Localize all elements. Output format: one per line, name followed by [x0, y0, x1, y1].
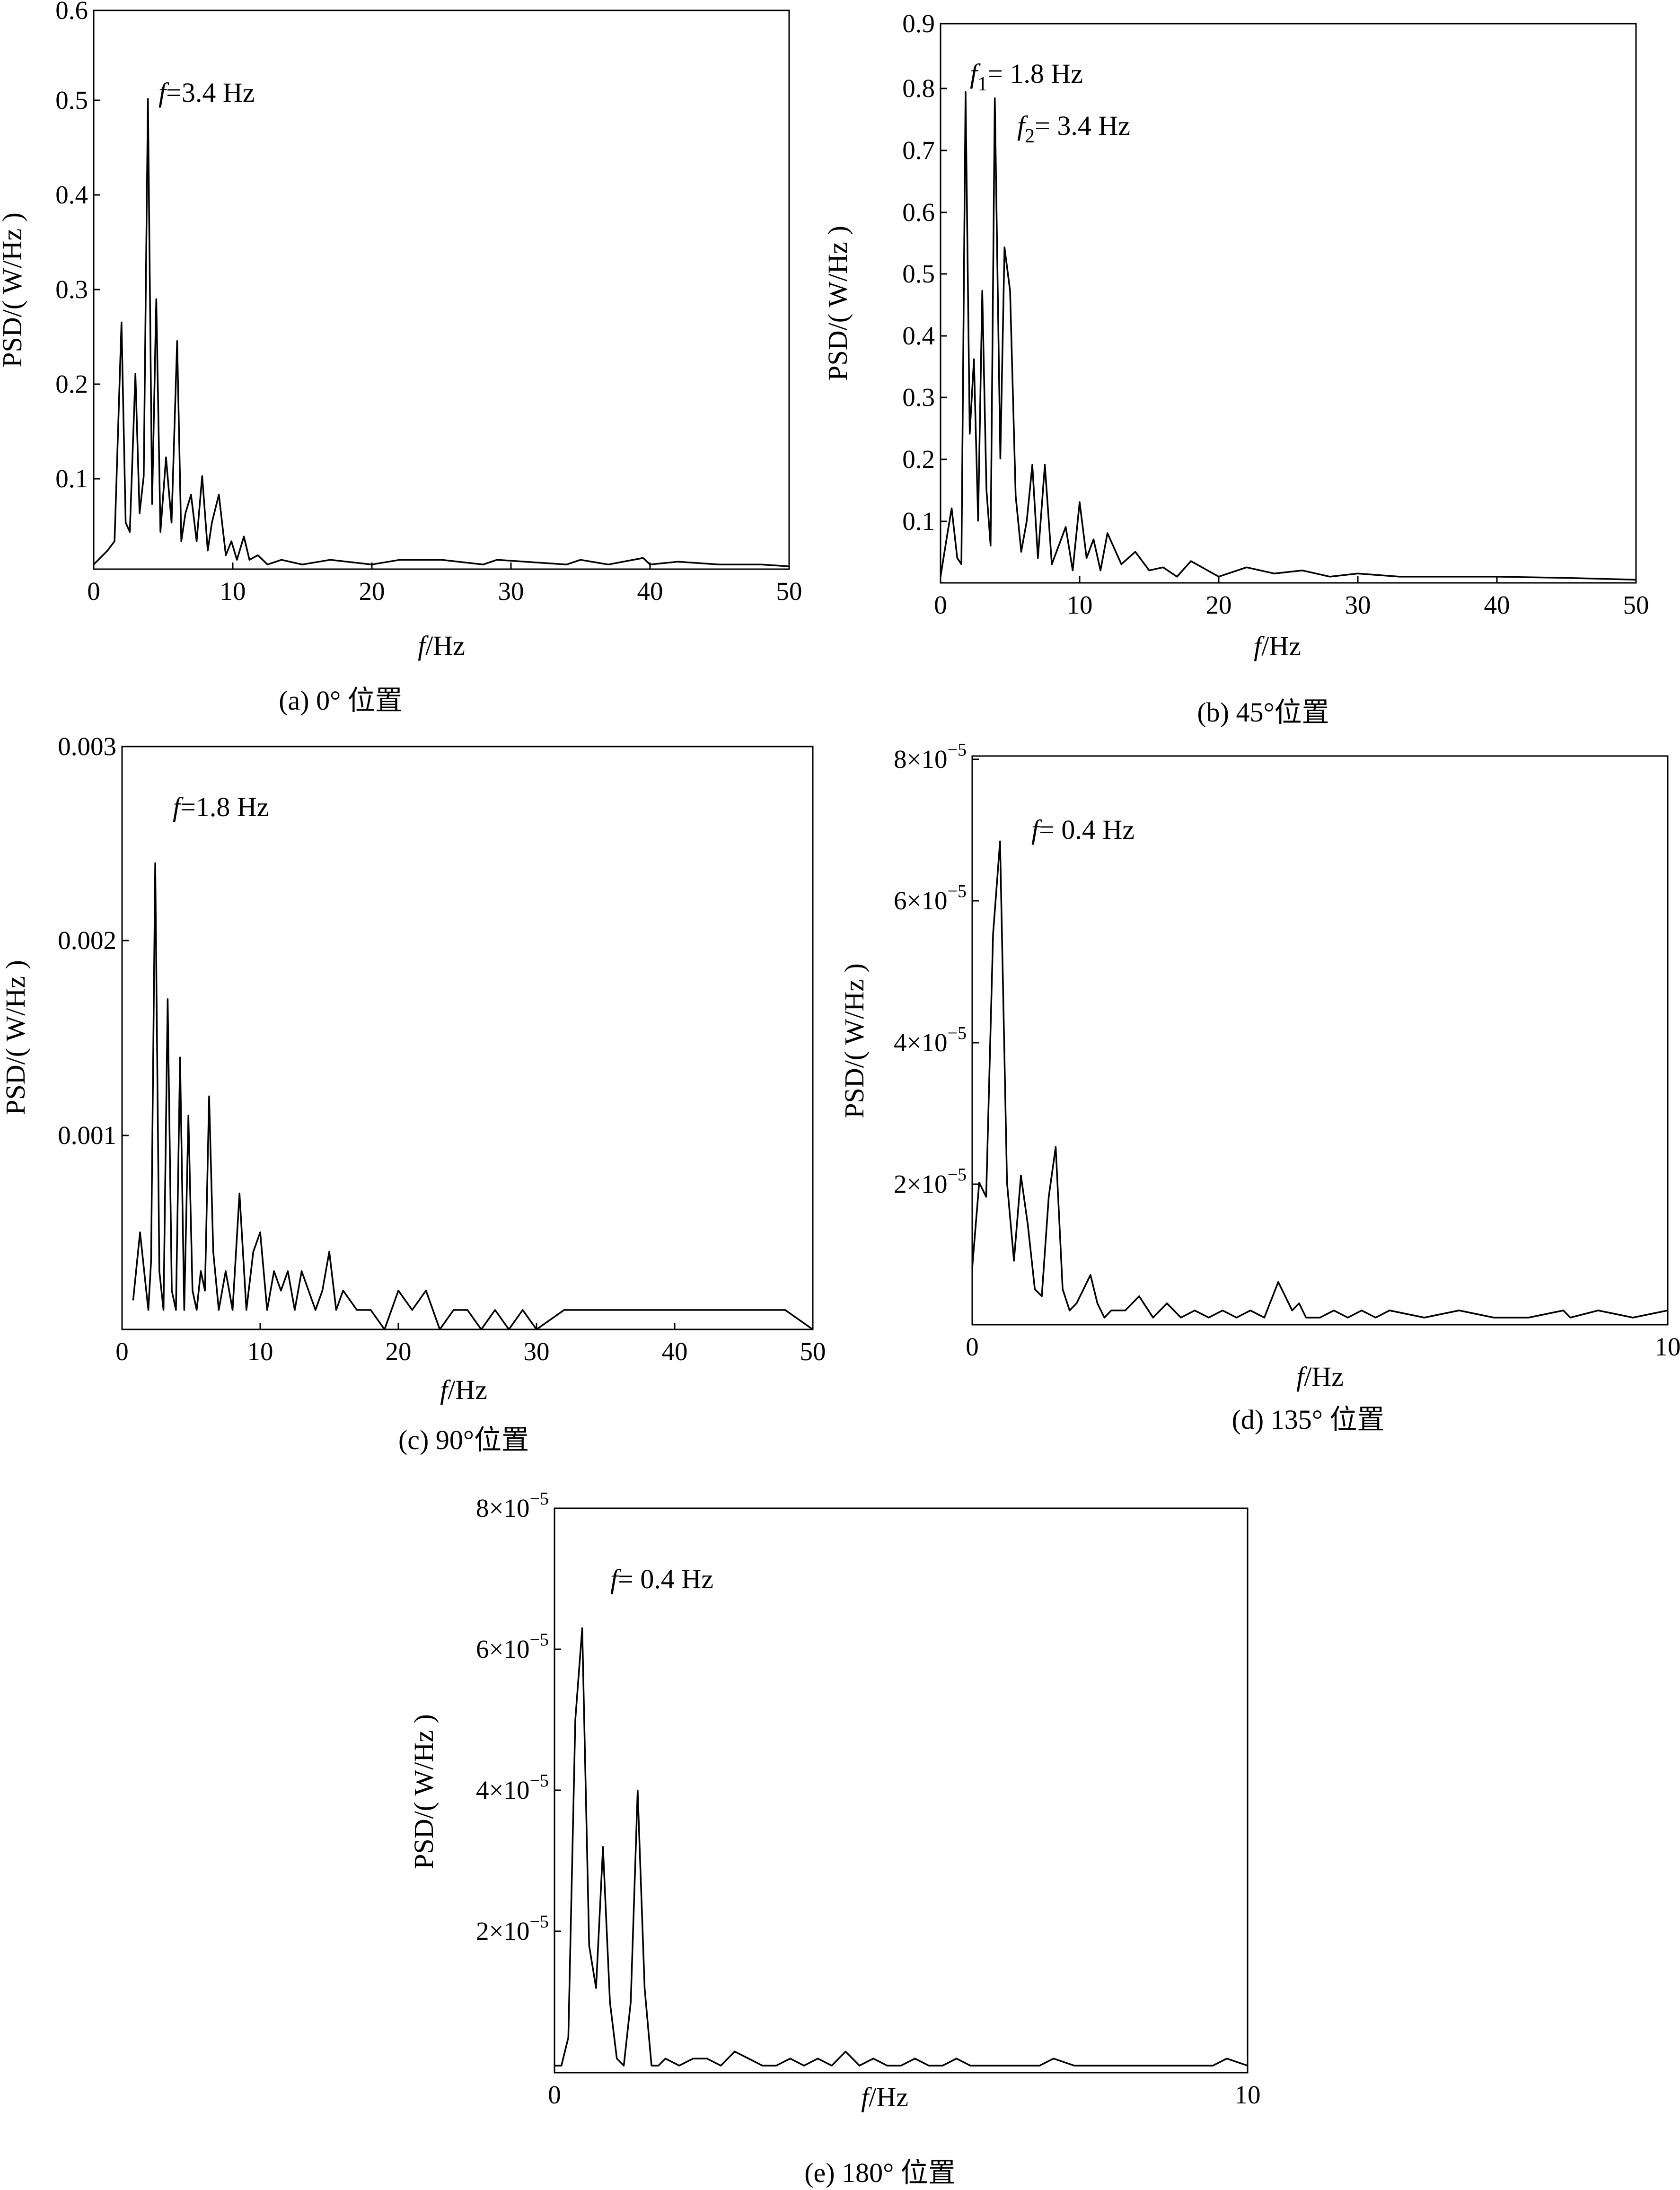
panel-caption: (e) 180° 位置	[804, 2157, 956, 2188]
y-tick-label: 0.002	[58, 926, 116, 955]
y-tick-label: 0.7	[902, 136, 935, 165]
chart-panel-4: 0 10 2×10−5 4×10−5 6×10−5 8×10−5 f/Hz PSD/( W/H…	[408, 1489, 1261, 2188]
panel-caption: (b) 45°位置	[1197, 697, 1329, 728]
psd-series-line	[132, 862, 814, 1330]
x-tick-label: 10	[1655, 1332, 1680, 1361]
x-tick-label: 10	[247, 1337, 273, 1366]
x-tick-label: 0	[87, 577, 100, 606]
y-tick-label: 0.6	[55, 0, 88, 25]
chart-panel-0: 0 10 20 30 40 50 0.1 0.2 0.3 0.4 0.5 0.6 f/Hz PSD/( W…	[0, 0, 802, 716]
y-tick-label: 0.6	[902, 198, 935, 227]
y-tick-label: 0.2	[902, 445, 935, 474]
chart-panel-3: 0 10 2×10−5 4×10−5 6×10−5 8×10−5 f/Hz PSD/( W/H…	[839, 740, 1680, 1435]
y-tick-label: 8×10−5	[894, 740, 967, 774]
peak-annotation: f1= 1.8 Hz	[970, 58, 1083, 95]
x-tick-label: 40	[1484, 590, 1510, 619]
y-tick-label: 0.003	[58, 732, 116, 761]
peak-annotation: f2= 3.4 Hz	[1017, 110, 1130, 147]
x-tick-label: 30	[498, 577, 524, 606]
panel-caption: (d) 135° 位置	[1232, 1404, 1385, 1435]
x-axis-label: f/Hz	[1296, 1361, 1344, 1392]
y-tick-label: 0.5	[902, 259, 935, 288]
x-axis-label: f/Hz	[1254, 631, 1301, 661]
x-tick-label: 20	[359, 577, 385, 606]
y-tick-label: 0.4	[902, 321, 935, 350]
plot-frame	[940, 23, 1637, 584]
y-tick-label: 0.9	[902, 9, 935, 38]
peak-annotation: f= 0.4 Hz	[610, 1564, 713, 1594]
x-tick-label: 40	[637, 577, 663, 606]
y-tick-label: 6×10−5	[476, 1630, 549, 1663]
y-tick-label: 0.3	[902, 383, 935, 412]
y-tick-label: 0.8	[902, 74, 935, 103]
panel-caption: (c) 90°位置	[398, 1425, 529, 1455]
y-tick-label: 0.001	[58, 1121, 116, 1150]
psd-series-line	[971, 840, 1668, 1319]
x-tick-label: 40	[662, 1337, 688, 1366]
y-tick-label: 0.4	[55, 180, 88, 209]
y-axis-label: PSD/( W/Hz )	[408, 1714, 439, 1869]
peak-annotation: f=1.8 Hz	[173, 792, 269, 822]
y-tick-label: 6×10−5	[894, 881, 967, 915]
peak-annotation: f= 0.4 Hz	[1031, 814, 1135, 845]
panel-caption: (a) 0° 位置	[279, 685, 403, 716]
x-tick-label: 0	[548, 2080, 561, 2109]
x-axis-label: f/Hz	[861, 2082, 908, 2112]
y-axis-label: PSD/( W/Hz )	[0, 960, 31, 1115]
y-axis-label: PSD/( W/Hz )	[839, 963, 870, 1118]
y-tick-label: 0.1	[55, 464, 88, 493]
chart-panel-2: 0 10 20 30 40 50 0.001 0.002 0.003 f/Hz PSD/( W/Hz…	[0, 732, 826, 1455]
y-tick-label: 8×10−5	[476, 1489, 549, 1522]
plot-frame	[121, 746, 814, 1330]
y-axis-label: PSD/( W/Hz )	[822, 226, 853, 381]
x-tick-label: 0	[966, 1332, 979, 1361]
y-tick-label: 2×10−5	[894, 1165, 967, 1198]
x-tick-label: 30	[1345, 590, 1371, 619]
x-tick-label: 10	[1067, 590, 1093, 619]
chart-panel-1: 0 10 20 30 40 50 0.1 0.2 0.3 0.4 0.5 0.6 0.7 0.8 0.9 f/…	[822, 9, 1649, 728]
x-tick-label: 10	[1235, 2080, 1261, 2109]
y-tick-label: 2×10−5	[476, 1912, 549, 1945]
y-axis-label: PSD/( W/Hz )	[0, 212, 27, 368]
x-tick-label: 50	[776, 577, 802, 606]
x-tick-label: 0	[115, 1337, 129, 1366]
x-tick-label: 50	[1623, 590, 1649, 619]
y-tick-label: 0.1	[902, 507, 935, 536]
x-tick-label: 50	[800, 1337, 826, 1366]
x-tick-label: 30	[524, 1337, 550, 1366]
y-tick-label: 0.3	[55, 275, 88, 304]
x-tick-label: 0	[934, 590, 947, 619]
x-tick-label: 20	[386, 1337, 412, 1366]
x-tick-label: 20	[1206, 590, 1232, 619]
psd-series-line	[554, 1627, 1248, 2067]
psd-series-line	[93, 98, 790, 567]
x-axis-label: f/Hz	[418, 630, 465, 661]
plot-frame	[971, 755, 1669, 1326]
y-tick-label: 0.5	[55, 86, 88, 114]
peak-annotation: f=3.4 Hz	[158, 77, 255, 108]
x-axis-label: f/Hz	[440, 1374, 487, 1405]
y-tick-label: 4×10−5	[894, 1023, 967, 1057]
y-tick-label: 0.2	[55, 369, 88, 398]
x-tick-label: 10	[220, 577, 246, 606]
psd-series-line	[940, 91, 1636, 581]
y-tick-label: 4×10−5	[476, 1771, 549, 1804]
